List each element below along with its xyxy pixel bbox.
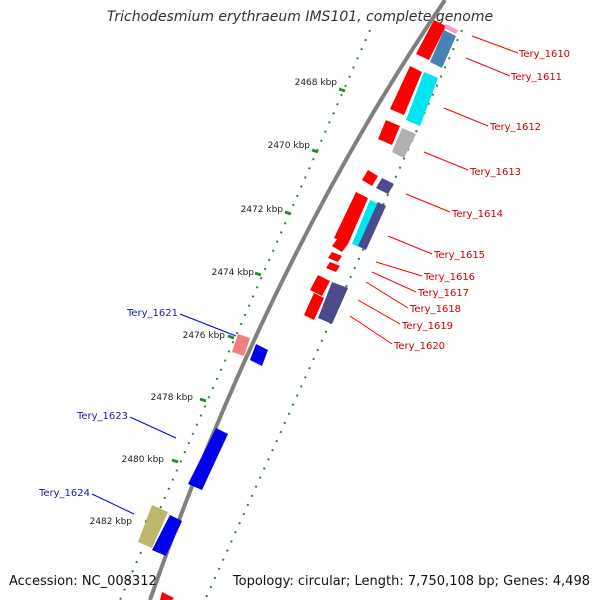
tick-mark	[171, 458, 179, 464]
gene-label[interactable]: Tery_1612	[489, 122, 541, 133]
gene-label[interactable]: Tery_1619	[401, 321, 453, 332]
gene-feature[interactable]	[160, 592, 174, 600]
gene-label[interactable]: Tery_1618	[409, 304, 461, 315]
gene-feature[interactable]	[304, 293, 324, 320]
label-connector	[375, 261, 423, 277]
tick-label: 2480 kbp	[122, 455, 165, 465]
gene-feature[interactable]	[232, 334, 250, 356]
gene-label[interactable]: Tery_1623	[76, 411, 128, 422]
gene-feature[interactable]	[188, 428, 228, 490]
gene-feature[interactable]	[310, 275, 330, 296]
gene-feature[interactable]	[376, 178, 394, 194]
label-connector	[471, 35, 519, 54]
tick-labels: 2468 kbp 2470 kbp 2472 kbp 2474 kbp 2476…	[90, 78, 338, 527]
tick-label: 2470 kbp	[268, 141, 311, 151]
gene-label[interactable]: Tery_1610	[518, 49, 570, 60]
gene-label[interactable]: Tery_1624	[38, 488, 90, 499]
topology-label: Topology: circular; Length: 7,750,108 bp…	[232, 574, 590, 589]
tick-label: 2468 kbp	[295, 78, 338, 88]
tick-label: 2482 kbp	[90, 517, 133, 527]
gene-feature[interactable]	[250, 344, 268, 366]
tick-mark	[284, 210, 292, 216]
gene-feature[interactable]	[430, 30, 456, 68]
gene-label[interactable]: Tery_1614	[451, 209, 503, 220]
left-label-connectors	[91, 313, 237, 515]
map-title: Trichodesmium erythraeum IMS101, complet…	[106, 9, 494, 25]
gene-feature[interactable]	[416, 20, 446, 60]
gene-feature[interactable]	[138, 505, 168, 548]
gene-feature[interactable]	[378, 120, 400, 145]
tick-label: 2476 kbp	[183, 331, 226, 341]
gene-feature[interactable]	[328, 252, 342, 262]
forward-features	[304, 20, 458, 324]
gene-feature[interactable]	[362, 170, 378, 186]
tick-mark	[199, 397, 207, 403]
gene-feature[interactable]	[352, 200, 380, 248]
label-connector	[179, 313, 237, 337]
gene-label[interactable]: Tery_1615	[433, 250, 485, 261]
tick-label: 2472 kbp	[241, 205, 284, 215]
right-label-connectors	[349, 35, 519, 345]
label-connector	[465, 57, 511, 77]
gene-label[interactable]: Tery_1611	[510, 72, 562, 83]
tick-mark	[338, 87, 346, 93]
gene-label[interactable]: Tery_1620	[393, 341, 445, 352]
gene-feature[interactable]	[326, 262, 340, 272]
gene-label[interactable]: Tery_1613	[469, 167, 521, 178]
right-gene-labels: Tery_1610 Tery_1611 Tery_1612 Tery_1613 …	[393, 49, 570, 352]
label-connector	[365, 281, 409, 309]
genome-backbone	[148, 0, 447, 600]
tick-mark	[227, 334, 235, 340]
gene-label[interactable]: Tery_1616	[423, 272, 475, 283]
label-connector	[405, 193, 451, 213]
tick-mark	[311, 148, 319, 154]
label-connector	[91, 493, 135, 515]
gene-label[interactable]: Tery_1617	[417, 288, 469, 299]
accession-label: Accession: NC_008312	[9, 574, 157, 589]
gene-feature[interactable]	[392, 128, 416, 158]
label-connector	[443, 107, 489, 127]
gene-feature[interactable]	[152, 515, 182, 556]
inner-dotted-track	[204, 29, 463, 600]
gene-feature[interactable]	[318, 282, 348, 324]
tick-label: 2478 kbp	[151, 393, 194, 403]
gene-label[interactable]: Tery_1621	[126, 308, 178, 319]
gene-feature[interactable]	[444, 24, 458, 34]
gene-feature[interactable]	[358, 202, 386, 250]
left-gene-labels: Tery_1621 Tery_1623 Tery_1624	[38, 308, 178, 499]
tick-label: 2474 kbp	[212, 268, 255, 278]
gene-feature[interactable]	[332, 238, 348, 252]
gene-feature[interactable]	[390, 66, 422, 115]
label-connector	[349, 315, 393, 345]
reverse-features	[138, 334, 268, 600]
label-connector	[357, 299, 401, 325]
label-connector	[129, 416, 177, 439]
tick-mark	[254, 271, 262, 277]
label-connector	[423, 151, 469, 171]
label-connector	[387, 235, 433, 255]
gene-feature[interactable]	[334, 192, 368, 244]
label-connector	[371, 271, 417, 293]
gene-feature[interactable]	[406, 72, 438, 126]
outer-dotted-track	[119, 29, 371, 600]
